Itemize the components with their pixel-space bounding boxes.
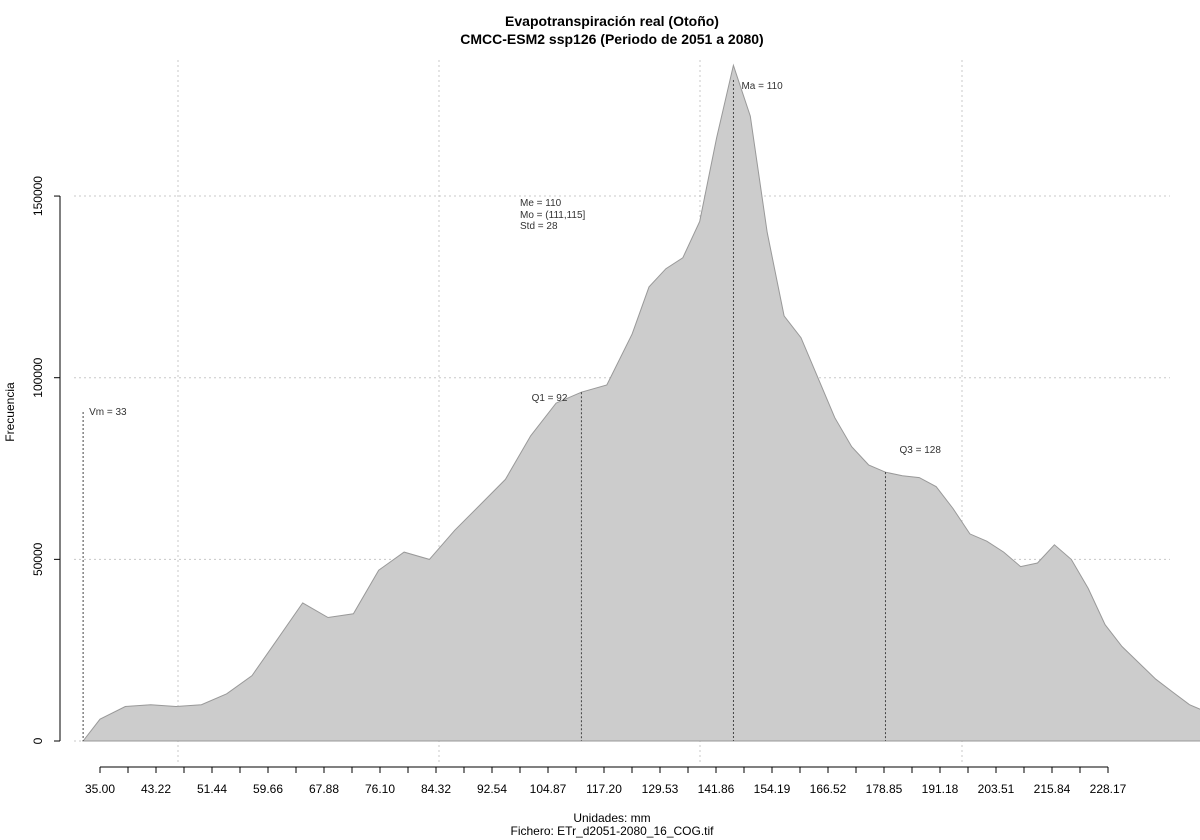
caption: Fichero: ETr_d2051-2080_16_COG.tif xyxy=(511,824,715,838)
x-tick-label: 191.18 xyxy=(922,782,959,796)
x-tick-label: 59.66 xyxy=(253,782,283,796)
y-axis-title: Frecuencia xyxy=(3,382,17,442)
chart-title: Evapotranspiración real (Otoño) xyxy=(505,13,719,29)
x-tick-label: 203.51 xyxy=(978,782,1015,796)
density-area xyxy=(82,63,1200,742)
q1-label: Q1 = 92 xyxy=(532,393,568,404)
x-tick-label: 141.86 xyxy=(698,782,735,796)
x-tick-label: 215.84 xyxy=(1034,782,1071,796)
x-tick-label: 84.32 xyxy=(421,782,451,796)
q3-label: Q3 = 128 xyxy=(899,445,941,456)
x-tick-label: 51.44 xyxy=(197,782,227,796)
y-tick-label: 50000 xyxy=(31,542,45,576)
median-label: Me = 110 xyxy=(520,198,562,209)
y-tick-label: 150000 xyxy=(31,176,45,216)
x-axis: 35.00 43.22 51.44 59.66 67.88 76.10 84.32 92.54… xyxy=(85,766,1127,796)
x-tick-label: 166.52 xyxy=(810,782,847,796)
x-tick-label: 92.54 xyxy=(477,782,507,796)
mode-label: Mo = (111,115] xyxy=(520,210,586,221)
x-tick-label: 104.87 xyxy=(530,782,567,796)
x-tick-label: 154.19 xyxy=(754,782,791,796)
x-tick-label: 129.53 xyxy=(642,782,679,796)
min-label: Vm = 33 xyxy=(89,407,127,418)
x-tick-label: 35.00 xyxy=(85,782,115,796)
x-tick-label: 178.85 xyxy=(866,782,903,796)
y-tick-label: 100000 xyxy=(31,357,45,397)
y-tick-label: 0 xyxy=(31,737,45,744)
y-axis: 0 50000 100000 150000 xyxy=(31,176,61,744)
chart-subtitle: CMCC-ESM2 ssp126 (Periodo de 2051 a 2080… xyxy=(460,31,763,47)
x-axis-title: Unidades: mm xyxy=(573,811,650,825)
x-tick-label: 117.20 xyxy=(586,782,622,796)
x-tick-label: 228.17 xyxy=(1090,782,1127,796)
mean-label: Ma = 110 xyxy=(741,81,783,92)
x-tick-label: 76.10 xyxy=(365,782,395,796)
x-tick-label: 67.88 xyxy=(309,782,339,796)
std-label: Std = 28 xyxy=(520,221,558,232)
x-tick-label: 43.22 xyxy=(141,782,171,796)
